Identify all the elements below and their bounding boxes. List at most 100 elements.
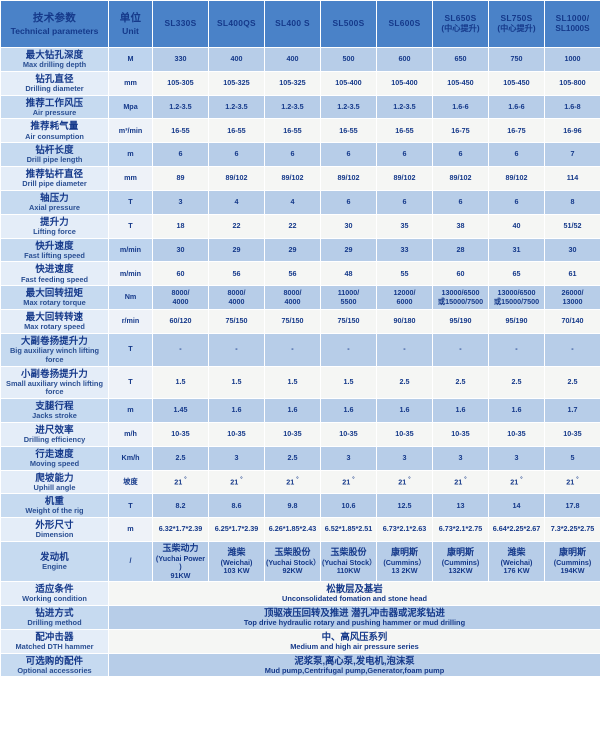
model-name: SL400QS	[217, 18, 256, 29]
unit-cell: m	[108, 142, 153, 168]
param-label-en: Max drilling depth	[22, 60, 87, 70]
value-cell: 28	[432, 237, 489, 263]
value-cell: 16-55	[320, 118, 377, 144]
unit-cell: Nm	[108, 285, 153, 311]
param-label-cn: 最大回转扭矩	[25, 287, 84, 299]
value-cell: 6.73*2.1*2.63	[376, 517, 433, 543]
value-cell: 8.6	[208, 493, 265, 519]
param-label-cn: 快升速度	[35, 239, 74, 251]
value-cell: 105-400	[376, 70, 433, 96]
value-cell: 10-35	[264, 421, 321, 447]
engine-cell: 康明斯 (Cummins) 194KW	[544, 541, 601, 583]
value-cell: 18	[152, 213, 209, 239]
degree-symbol: °	[408, 477, 411, 484]
value-cell: -	[264, 332, 321, 367]
unit-cell: m/min	[108, 237, 153, 263]
engine-brand-cn: 潍柴	[227, 547, 246, 558]
header-model-sl400s: SL400 S	[264, 0, 321, 48]
value-cell: 105-450	[488, 70, 545, 96]
value-cell: 8.2	[152, 493, 209, 519]
param-label-drill-pipe-diameter: 推荐钻杆直径 Drill pipe diameter	[0, 166, 109, 191]
unit-cell: T	[108, 189, 153, 215]
value-cell: 56	[264, 261, 321, 287]
table-row-summary: 钻进方式 Drilling method 顶驱液压回转及推进 潜孔冲击器或泥浆钻进 T…	[0, 604, 601, 630]
value-cell: 30	[544, 237, 601, 263]
engine-cell: 玉柴股份 (Yuchai Stock） 92KW	[264, 541, 321, 583]
value-cell: 9.8	[264, 493, 321, 519]
unit-cell: T	[108, 332, 153, 367]
value-cell: 6.26*1.85*2.43	[264, 517, 321, 543]
value-cell: 21 °	[152, 469, 209, 495]
param-label-drilling-diameter: 钻孔直径 Drilling diameter	[0, 70, 109, 96]
value-cell: 33	[376, 237, 433, 263]
param-label-en: Drill pipe diameter	[22, 179, 87, 189]
engine-power: 13 2KW	[391, 566, 418, 576]
engine-brand-cn: 康明斯	[390, 547, 418, 558]
summary-value-en: Top drive hydraulic rotary and pushing h…	[243, 618, 466, 628]
engine-brand-cn: 康明斯	[446, 547, 474, 558]
value-cell: 6	[376, 189, 433, 215]
value-cell: 2.5	[152, 445, 209, 471]
value-cell: 4	[208, 189, 265, 215]
value-cell: 400	[208, 47, 265, 72]
value-cell: 10-35	[376, 421, 433, 447]
model-name: SL1000/	[555, 13, 590, 24]
value-cell: 6.32*1.7*2.39	[152, 517, 209, 543]
table-row: 小副卷扬提升力 Small auxiliary winch lifting for…	[0, 365, 601, 400]
param-label-fast-lifting-speed: 快升速度 Fast lifting speed	[0, 237, 109, 263]
value-cell: 1.6-6	[488, 94, 545, 120]
unit-cell: mm	[108, 70, 153, 96]
value-cell: 8	[544, 189, 601, 215]
value-cell: 1.2-3.5	[376, 94, 433, 120]
value-cell: -	[544, 332, 601, 367]
table-row: 推荐工作风压 Air pressure Mpa 1.2-3.5 1.2-3.5 1.2-3…	[0, 94, 601, 120]
value-cell: 1.5	[264, 365, 321, 400]
param-label-en: Uphill angle	[33, 482, 76, 492]
value-cell: 8000/4000	[264, 285, 321, 311]
value-cell: 1.6	[264, 398, 321, 423]
value-cell: 10-35	[152, 421, 209, 447]
param-label-cn: 爬坡能力	[35, 471, 74, 483]
param-label-fast-feeding-speed: 快进速度 Fast feeding speed	[0, 261, 109, 287]
value-cell: 89/102	[432, 166, 489, 191]
value-cell: 400	[264, 47, 321, 72]
value-cell: 1.6-8	[544, 94, 601, 120]
table-row: 推荐耗气量 Air consumption m³/min 16-55 16-55 16-5…	[0, 118, 601, 144]
header-parameters-cn: 技术参数	[32, 11, 77, 24]
value-cell: 105-325	[264, 70, 321, 96]
value-cell: 1.6	[432, 398, 489, 423]
header-parameters-en: Technical parameters	[10, 26, 99, 37]
value-cell: -	[376, 332, 433, 367]
table-row: 爬坡能力 Uphill angle 坡度 21 ° 21 ° 21 ° 21 ° 21 ° 21 ° 21 ° 2…	[0, 469, 601, 495]
value-cell: 29	[320, 237, 377, 263]
unit-cell: m	[108, 517, 153, 543]
engine-brand-en: (Yuchai Stock）	[266, 557, 321, 567]
value-cell: 13	[432, 493, 489, 519]
degree-symbol: °	[352, 477, 355, 484]
unit-cell: mm	[108, 166, 153, 191]
value-cell: 51/52	[544, 213, 601, 239]
param-label-cn: 推荐工作风压	[25, 96, 84, 108]
value-cell: 89/102	[488, 166, 545, 191]
model-name: SL330S	[164, 18, 197, 29]
value-cell: 29	[208, 237, 265, 263]
value-cell: 89/102	[376, 166, 433, 191]
value-cell: 6.52*1.85*2.51	[320, 517, 377, 543]
engine-power: 92KW	[282, 566, 303, 576]
value-cell: -	[488, 332, 545, 367]
param-label-optional-accessories: 可选购的配件 Optional accessories	[0, 652, 109, 678]
param-label-en: Moving speed	[29, 458, 80, 468]
value-cell: 61	[544, 261, 601, 287]
value-cell: 30	[152, 237, 209, 263]
engine-brand-cn: 康明斯	[558, 547, 586, 558]
table-row: 快进速度 Fast feeding speed m/min 60 56 56 48 55 60 6…	[0, 261, 601, 287]
value-cell: 35	[376, 213, 433, 239]
engine-cell: 潍柴 (Weichai) 176 KW	[488, 541, 545, 583]
table-row: 支腿行程 Jacks stroke m 1.45 1.6 1.6 1.6 1.6 1.6 1.6 1…	[0, 398, 601, 423]
degree-symbol: °	[464, 477, 467, 484]
value-cell: 75/150	[264, 309, 321, 334]
engine-power: 110KW	[336, 566, 361, 576]
value-cell: 21 °	[320, 469, 377, 495]
table-row: 机重 Weight of the rig T 8.2 8.6 9.8 10.6 12.5 13 1…	[0, 493, 601, 519]
param-label-cn: 配冲击器	[35, 630, 74, 642]
